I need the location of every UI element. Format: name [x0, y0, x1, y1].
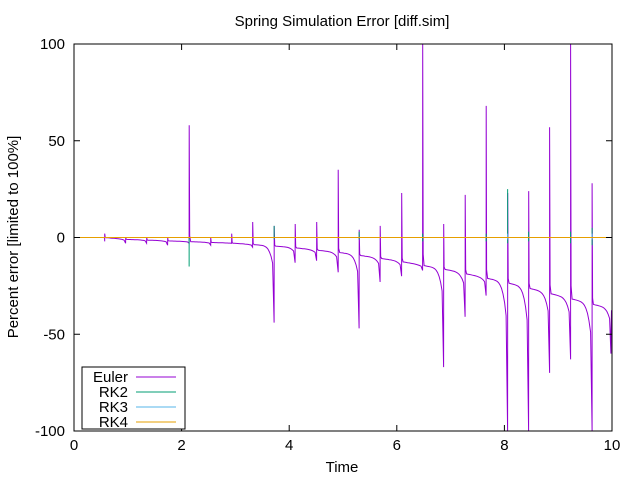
series-layer	[74, 43, 612, 432]
x-tick-label: 10	[604, 437, 621, 454]
series-euler	[103, 43, 612, 432]
y-tick-label: 100	[40, 36, 65, 53]
y-tick-label: 50	[48, 133, 65, 150]
series-rk3	[103, 233, 612, 240]
series-rk2	[103, 189, 612, 267]
x-tick-label: 6	[393, 437, 401, 454]
euler-line	[103, 43, 612, 432]
x-tick-label: 8	[500, 437, 508, 454]
y-tick-label: -100	[35, 423, 65, 440]
chart-title: Spring Simulation Error [diff.sim]	[235, 13, 450, 30]
x-tick-label: 2	[177, 437, 185, 454]
x-axis-label: Time	[326, 459, 359, 476]
legend-label-rk4: RK4	[99, 414, 128, 431]
x-tick-label: 0	[70, 437, 78, 454]
y-tick-label: 0	[57, 230, 65, 247]
legend-label-rk2: RK2	[99, 384, 128, 401]
legend-label-euler: Euler	[93, 369, 128, 386]
x-tick-label: 4	[285, 437, 293, 454]
y-axis-label: Percent error [limited to 100%]	[5, 136, 22, 339]
ticks-layer: 0 2 4 6 8 10 -100 -50 0 50 100	[35, 36, 620, 454]
y-tick-label: -50	[43, 326, 65, 343]
legend-label-rk3: RK3	[99, 399, 128, 416]
